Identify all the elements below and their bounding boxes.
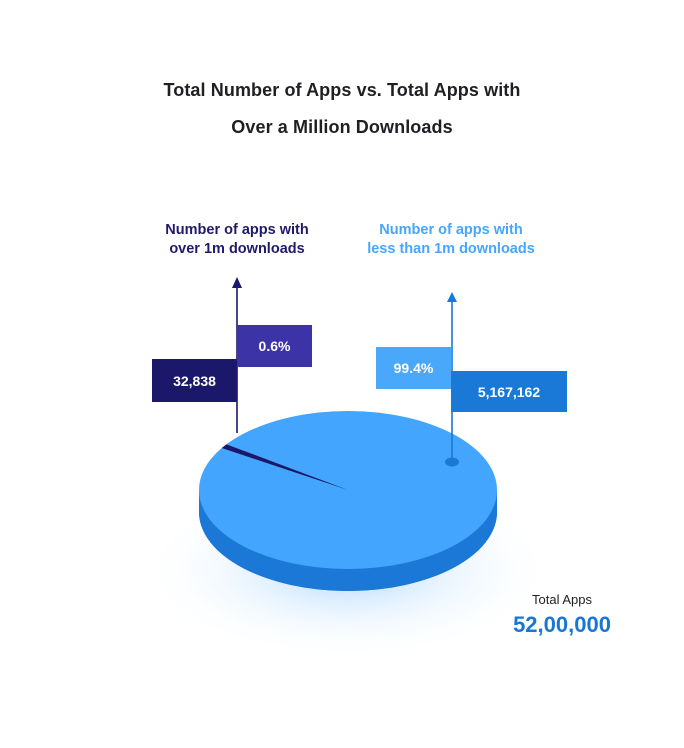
- callout-over-1m-line-1: Number of apps with: [165, 222, 309, 238]
- chart-title-line-2: Over a Million Downloads: [231, 117, 453, 137]
- count-over-1m-badge: 32,838: [152, 359, 237, 402]
- chart-title-line-1: Total Number of Apps vs. Total Apps with: [163, 80, 521, 100]
- percent-under-1m-badge: 99.4%: [376, 347, 451, 389]
- callout-under-1m-line-2: less than 1m downloads: [367, 241, 535, 257]
- total-apps-label: Total Apps: [532, 592, 592, 607]
- right-pointer-arrowhead: [447, 292, 457, 302]
- pie-slice-over-1m: [221, 444, 348, 490]
- total-apps-value: 52,00,000: [513, 612, 611, 637]
- callout-over-1m: Number of apps with over 1m downloads: [132, 221, 342, 259]
- callout-under-1m: Number of apps with less than 1m downloa…: [346, 221, 556, 259]
- callout-over-1m-line-2: over 1m downloads: [169, 241, 305, 257]
- count-under-1m-badge: 5,167,162: [451, 371, 567, 412]
- left-pointer-arrowhead: [232, 277, 242, 288]
- callout-under-1m-line-1: Number of apps with: [379, 222, 523, 238]
- right-pointer-dot: [445, 457, 459, 467]
- percent-over-1m-badge: 0.6%: [237, 325, 312, 367]
